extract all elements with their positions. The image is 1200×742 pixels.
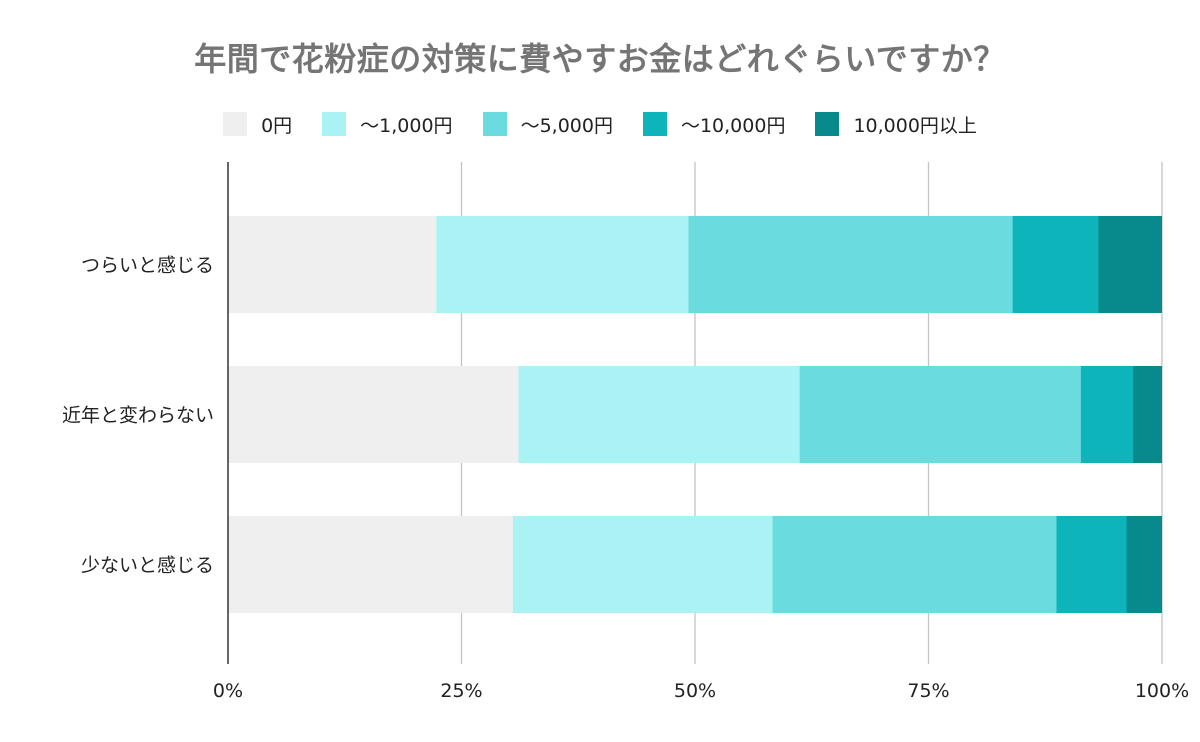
category-label: 少ないと感じる: [81, 555, 214, 577]
legend-item: 0円: [223, 111, 292, 138]
bar-segment: [688, 216, 1013, 313]
chart-title: 年間で花粉症の対策に費やすお金はどれぐらいですか？: [194, 40, 1006, 78]
legend-item: 〜1,000円: [322, 111, 453, 138]
legend-label: 0円: [261, 114, 293, 137]
bar-segment: [512, 516, 773, 613]
category-label: つらいと感じる: [81, 255, 214, 277]
legend-label: 〜10,000円: [680, 114, 786, 137]
bar-segment: [1126, 516, 1162, 613]
legend-swatch: [322, 112, 347, 136]
bar-segment: [1056, 516, 1127, 613]
legend-swatch: [815, 112, 840, 136]
legend-swatch: [642, 112, 667, 136]
category-label: 近年と変わらない: [62, 405, 214, 427]
bar-segment: [436, 216, 689, 313]
legend-label: 〜5,000円: [520, 114, 613, 137]
legend-item: 〜10,000円: [642, 111, 786, 138]
x-tick-label: 100%: [1135, 680, 1189, 702]
bar-segment: [228, 216, 437, 313]
legend-label: 〜1,000円: [360, 114, 453, 137]
x-tick-label: 25%: [440, 680, 482, 702]
bar-segment: [1098, 216, 1162, 313]
bar-segment: [228, 516, 513, 613]
legend-item: 〜5,000円: [482, 111, 613, 138]
x-tick-label: 75%: [907, 680, 949, 702]
bar-segment: [1080, 366, 1134, 463]
legend-item: 10,000円以上: [815, 111, 977, 138]
legend-label: 10,000円以上: [853, 114, 977, 137]
bar-segment: [518, 366, 800, 463]
x-tick-label: 0%: [213, 680, 243, 702]
bar-segment: [1012, 216, 1099, 313]
bar-segment: [772, 516, 1057, 613]
bar-segment: [799, 366, 1081, 463]
bar-segment: [228, 366, 519, 463]
legend-swatch: [223, 112, 248, 136]
legend-swatch: [482, 112, 507, 136]
x-tick-label: 50%: [674, 680, 716, 702]
bar-segment: [1133, 366, 1162, 463]
legend: 0円 〜1,000円 〜5,000円 〜10,000円 10,000円以上: [0, 110, 1200, 138]
